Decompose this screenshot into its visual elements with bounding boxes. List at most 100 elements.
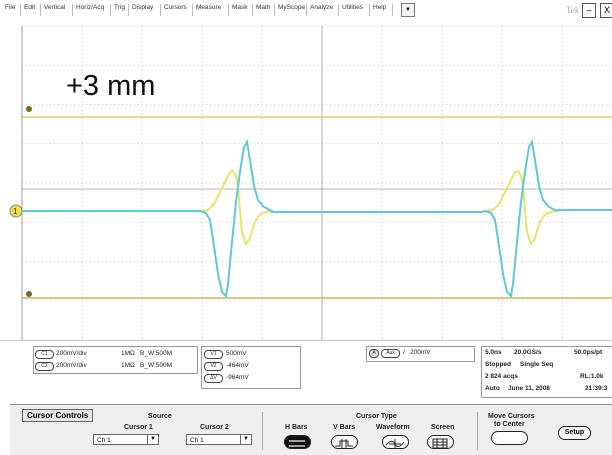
menu-mask[interactable]: Mask xyxy=(232,4,248,11)
menu-math[interactable]: Math xyxy=(256,4,271,11)
graticule: 1 xyxy=(9,25,612,340)
menu-separator xyxy=(40,4,41,16)
menu-trig[interactable]: Trig xyxy=(114,4,125,11)
waveform-display[interactable]: 1 +3 mm xyxy=(0,22,612,340)
trigger-level: 200mV xyxy=(410,349,431,356)
trigger-source-badge: Aux xyxy=(381,349,400,358)
menu-myscope[interactable]: MyScope xyxy=(278,4,306,11)
menu-utilities[interactable]: Utilities xyxy=(342,4,363,11)
menu-analyze[interactable]: Analyze xyxy=(310,4,334,11)
waveform-icon xyxy=(385,439,405,448)
menu-separator xyxy=(228,4,229,16)
cursor-type-label: Cursor Type xyxy=(356,413,397,420)
sample-rate: 20.0GS/s xyxy=(514,349,542,356)
menu-separator xyxy=(306,4,307,16)
v2-badge: V2 xyxy=(204,362,223,371)
menu-help[interactable]: Help xyxy=(373,4,387,11)
panel-divider xyxy=(477,412,478,450)
menu-separator xyxy=(20,4,21,16)
ch2-impedance: 1MΩ xyxy=(121,362,135,369)
chevron-down-icon: ▼ xyxy=(147,435,158,444)
cursor-1-source-select[interactable]: Ch 1 ▼ xyxy=(93,434,159,445)
menu-separator xyxy=(72,4,73,16)
delta-v-value: -964mV xyxy=(226,374,249,381)
cursor-2-source-select[interactable]: Ch 1 ▼ xyxy=(186,434,252,445)
vbars-label: V Bars xyxy=(333,424,356,431)
source-label: Source xyxy=(148,413,172,420)
move-cursors-to-center-button[interactable] xyxy=(491,431,528,445)
acquisition-readout-box[interactable] xyxy=(481,346,612,398)
hbars-button[interactable] xyxy=(284,435,311,449)
menu-edit[interactable]: Edit xyxy=(24,4,36,11)
screen-button[interactable] xyxy=(427,435,454,449)
v1-badge: V1 xyxy=(204,350,223,359)
hbars-label: H Bars xyxy=(285,424,308,431)
setup-button[interactable]: Setup xyxy=(558,426,591,440)
acquisition-time: 21:39:3 xyxy=(585,385,608,392)
menu-dropdown-button[interactable]: ▼ xyxy=(401,3,415,17)
cursor-2-marker[interactable] xyxy=(26,291,32,297)
cursor-2-label: Cursor 2 xyxy=(200,424,229,431)
to-center-label: to Center xyxy=(494,421,525,428)
trigger-slope-icon: / xyxy=(403,349,405,356)
screen-label: Screen xyxy=(431,424,455,431)
acquisition-date: June 11, 2008 xyxy=(508,385,550,392)
menu-measure[interactable]: Measure xyxy=(196,4,222,11)
menu-horiz-acq[interactable]: Horiz/Acq xyxy=(76,4,105,11)
menu-separator xyxy=(274,4,275,16)
ch2-scale: 200mV/div xyxy=(56,362,87,369)
vbars-icon xyxy=(335,439,353,448)
overlay-label: +3 mm xyxy=(66,70,156,102)
waveform-button[interactable] xyxy=(382,435,409,449)
ch2-bandwidth: B_W:500M xyxy=(140,362,173,369)
acquisition-mode: Single Seq xyxy=(520,361,554,368)
menu-cursors[interactable]: Cursors xyxy=(164,4,187,11)
waveform-label: Waveform xyxy=(376,424,410,431)
svg-text:1: 1 xyxy=(13,207,18,216)
time-per-point: 50.0ps/pt xyxy=(574,349,603,356)
panel-divider xyxy=(262,412,263,450)
menu-separator xyxy=(192,4,193,16)
move-cursors-label: Move Cursors xyxy=(488,413,535,420)
menu-file[interactable]: File xyxy=(5,4,16,11)
cursor-2-source-value: Ch 1 xyxy=(190,437,204,444)
record-length: RL:1.0k xyxy=(580,373,604,380)
menu-bar: File Edit Vertical Horiz/Acq Trig Displa… xyxy=(0,0,612,23)
ch1-bandwidth: B_W:500M xyxy=(140,350,173,357)
menu-separator xyxy=(252,4,253,16)
menu-separator xyxy=(369,4,370,16)
v1-value: 500mV xyxy=(226,350,247,357)
ch1-badge[interactable]: C1 xyxy=(35,350,54,359)
menu-separator xyxy=(338,4,339,16)
menu-separator xyxy=(128,4,129,16)
cursor-control-panel xyxy=(10,404,612,455)
tek-logo: Tek xyxy=(566,5,580,15)
acquisition-count: 2 824 acqs xyxy=(485,373,518,380)
cursor-1-source-value: Ch 1 xyxy=(97,437,111,444)
cursor-controls-title: Cursor Controls xyxy=(22,409,94,422)
menu-separator xyxy=(392,4,393,16)
hbars-icon xyxy=(289,440,305,447)
vbars-button[interactable] xyxy=(331,435,358,449)
v2-value: -464mV xyxy=(226,362,249,369)
ch1-scale: 200mV/div xyxy=(56,350,87,357)
trigger-auto: Auto xyxy=(485,385,500,392)
delta-v-badge: ΔV xyxy=(204,374,223,383)
ch1-impedance: 1MΩ xyxy=(121,350,135,357)
acquisition-state: Stopped xyxy=(485,361,511,368)
menu-display[interactable]: Display xyxy=(132,4,154,11)
minimize-button[interactable]: – xyxy=(582,3,596,18)
trigger-mode-badge: A xyxy=(369,349,379,358)
cursor-1-marker[interactable] xyxy=(26,106,32,112)
screen-icon xyxy=(432,438,448,449)
menu-separator xyxy=(110,4,111,16)
ch2-waveform xyxy=(22,139,612,299)
chevron-down-icon: ▼ xyxy=(240,435,251,444)
menu-vertical[interactable]: Vertical xyxy=(44,4,66,11)
ch2-badge[interactable]: C2 xyxy=(35,362,54,371)
channel-readout-box[interactable] xyxy=(33,346,198,374)
cursor-1-label: Cursor 1 xyxy=(124,424,153,431)
timebase: 5.0ns xyxy=(485,349,502,356)
close-button[interactable]: X xyxy=(600,3,612,18)
menu-separator xyxy=(160,4,161,16)
